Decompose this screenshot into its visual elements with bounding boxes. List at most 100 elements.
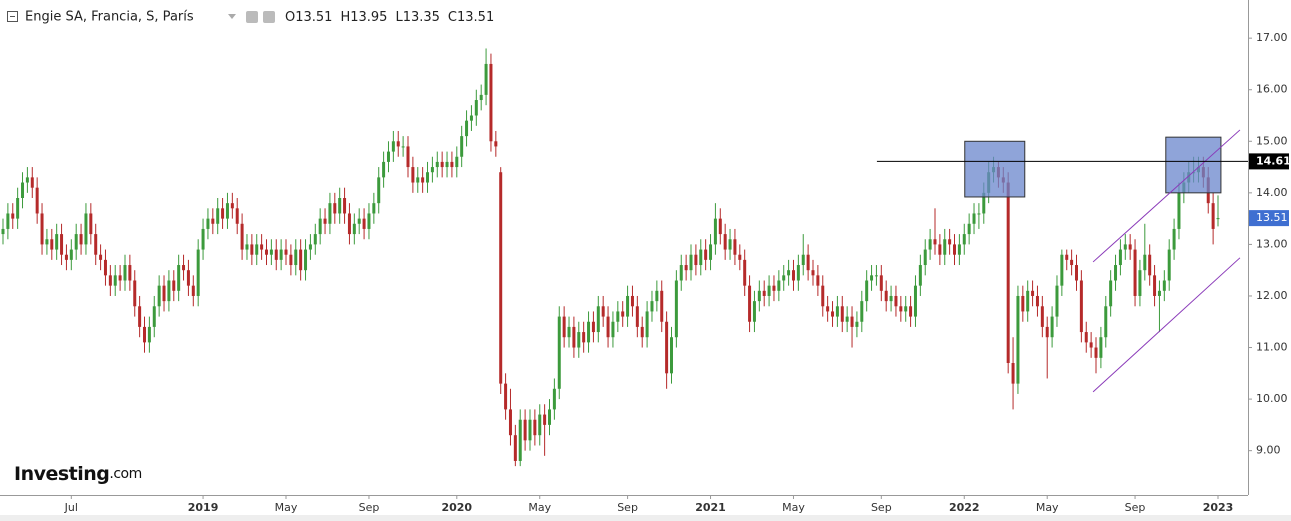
candle-body [1079,280,1083,333]
candle-body [494,141,498,147]
candle-body [718,218,722,235]
x-tick-label: Sep [1125,501,1146,514]
candle-body [943,239,947,255]
settings-icon[interactable] [246,11,258,23]
candle-body [269,249,273,255]
candle-body [328,203,332,224]
candle-body [1,228,5,235]
candle-body [64,254,68,260]
candle-body [938,244,942,255]
candle-body [982,192,986,214]
candle-body [596,306,600,333]
candle-body [138,306,142,327]
candle-body [430,167,434,173]
y-tick-label: 16.00 [1256,83,1288,96]
y-tick-label: 14.00 [1256,186,1288,199]
candle-body [401,146,405,148]
candle-body [25,177,29,183]
candle-body [69,249,73,260]
x-tick-label: 2020 [441,501,472,514]
last-price-label: 13.51 [1256,211,1288,224]
candle-body [352,223,356,235]
candle-body [928,239,932,250]
candle-body [118,275,122,281]
y-tick-label: 13.00 [1256,237,1288,250]
candle-body [1050,316,1054,338]
candle-body [1133,249,1137,296]
candle-body [899,306,903,312]
candle-body [577,332,581,348]
candle-body [128,265,132,281]
candle-body [923,249,927,266]
x-tick-label: May [1036,501,1059,514]
candle-body [699,249,703,266]
candle-body [743,259,747,286]
candle-body [933,239,937,245]
candle-body [1055,285,1059,317]
candle-body [474,100,478,116]
candle-body [284,249,288,255]
candle-body [1123,244,1127,250]
trend-line [1092,129,1241,263]
candle-body [255,244,259,255]
candle-body [616,311,620,322]
candle-body [362,218,366,229]
candle-body [60,234,64,255]
candle-body [816,275,820,286]
candle-body [811,270,815,276]
price-tag-label: 14.61 [1256,154,1291,167]
ohlc-value: 13.51 [457,10,494,25]
candle-body [186,270,190,286]
candle-body [894,295,898,307]
candle-body [874,275,878,277]
candle-body [133,280,137,307]
candle-body [850,316,854,327]
candle-body [460,136,464,157]
ohlc-label: H [340,10,350,25]
candle-body [791,270,795,281]
x-tick-label: 2022 [949,501,980,514]
candle-body [21,182,25,198]
candle-body [416,177,420,183]
scroll-bar[interactable] [0,515,1291,521]
candle-body [562,316,566,338]
candle-body [684,265,688,271]
candle-body [762,290,766,296]
candle-body [865,280,869,302]
candle-body [918,265,922,286]
x-tick-label: Sep [617,501,638,514]
candle-body [396,141,400,147]
candle-body [884,290,888,302]
candle-body [426,172,430,183]
candle-body [245,244,249,250]
candle-body [50,239,54,250]
candle-body [386,151,390,162]
candle-body [1143,254,1147,271]
y-tick-label: 11.00 [1256,341,1288,354]
candle-body [206,218,210,229]
candle-body [391,141,395,152]
chart-title: Engie SA, Francia, S, París [25,10,194,25]
candle-body [591,321,595,333]
y-tick-label: 12.00 [1256,289,1288,302]
candle-body [143,326,147,343]
candle-body [806,254,810,271]
candle-body [552,388,556,410]
candle-body [55,234,59,250]
candle-body [626,295,630,317]
settings-icon[interactable] [263,11,275,23]
ohlc-legend: O13.51 H13.95 L13.35 C13.51 [285,10,494,25]
candle-body [855,321,859,327]
candle-body [84,213,88,245]
ohlc-label: O [285,10,295,25]
candle-body [113,275,117,286]
candle-body [1060,254,1064,286]
candles [1,48,1220,467]
candle-body [513,435,517,461]
dropdown-arrow[interactable] [228,14,236,19]
candle-body [1109,280,1113,307]
candle-body [264,249,268,255]
candle-body [1114,265,1118,281]
candle-body [543,414,547,425]
